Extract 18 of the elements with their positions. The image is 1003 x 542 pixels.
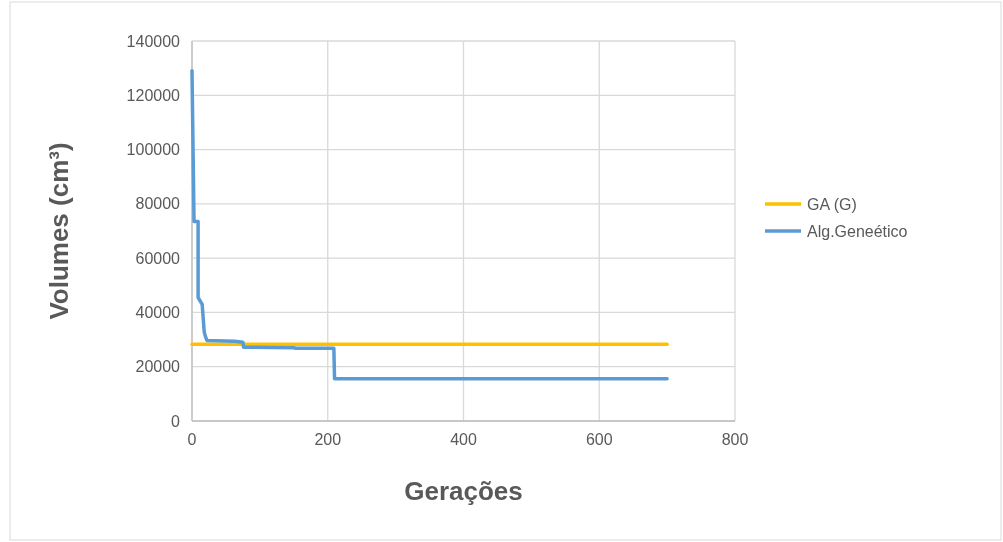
y-tick-label: 60000 [135,249,181,267]
x-axis-title: Gerações [404,476,523,506]
x-tick-label: 600 [585,431,613,448]
x-tick-label: 200 [314,431,342,448]
y-tick-label: 0 [171,412,181,430]
x-tick-label: 800 [721,431,749,448]
y-tick-label: 80000 [135,195,181,213]
y-axis-title: Volumes (cm³) [44,142,74,320]
legend-label: Alg.Geneético [807,222,908,240]
y-tick-label: 120000 [126,86,181,104]
y-tick-label: 140000 [126,32,181,50]
x-tick-label: 400 [450,431,477,448]
y-tick-label: 20000 [135,358,181,376]
x-tick-label: 0 [187,431,197,448]
legend-label: GA (G) [807,195,857,213]
y-tick-label: 40000 [135,304,181,322]
y-tick-label: 100000 [126,141,181,159]
line-series [190,69,669,381]
